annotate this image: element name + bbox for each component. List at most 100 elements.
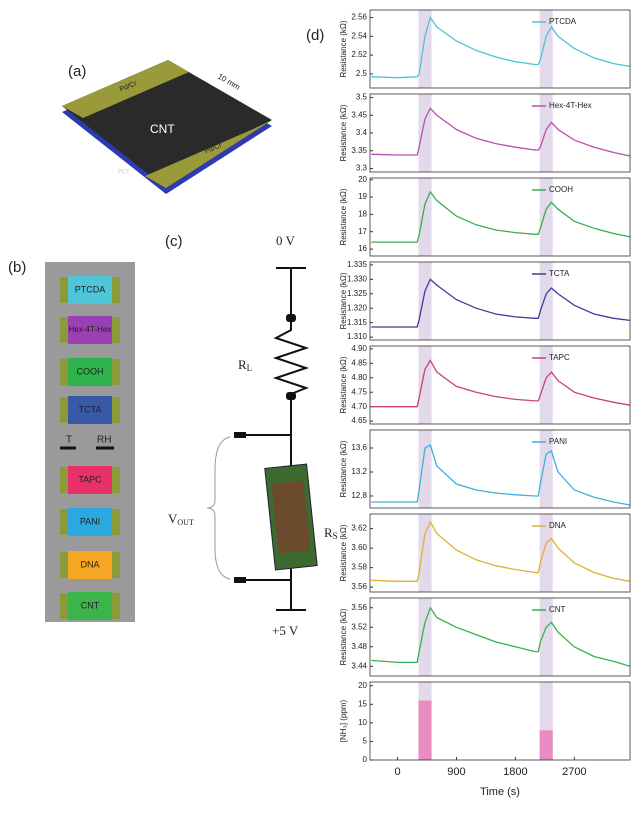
legend-label: TCTA — [549, 269, 570, 278]
sensor-film — [68, 358, 112, 386]
y-tick-label: 5 — [363, 737, 368, 746]
electrode — [145, 120, 272, 188]
sensor-label: DNA — [80, 559, 99, 569]
y-tick-label: 1.335 — [347, 260, 368, 269]
y-tick-label: 13.2 — [351, 467, 367, 476]
sensor-label: COOH — [77, 366, 104, 376]
subscript: S — [333, 531, 338, 541]
plot-frame — [369, 429, 631, 509]
legend-label: DNA — [549, 521, 567, 530]
exposure-band — [539, 94, 553, 172]
plot-frame — [369, 513, 631, 593]
y-tick-label: 3.48 — [351, 642, 367, 651]
y-tick-label: 2.5 — [356, 69, 368, 78]
y-axis-label: Resistance (kΩ) — [339, 440, 348, 497]
y-tick-label: 3.4 — [356, 128, 368, 137]
humidity-label: RH — [97, 435, 111, 446]
electrode — [62, 60, 189, 118]
symbol: R — [238, 357, 247, 372]
y-tick-label: 19 — [358, 192, 367, 201]
y-tick-label: 4.85 — [351, 358, 367, 367]
y-tick-label: 3.58 — [351, 563, 367, 572]
x-tick-label: 1800 — [503, 766, 527, 778]
plot-frame — [369, 345, 631, 425]
sensor-label: Hex-4T-Hex — [69, 325, 112, 334]
y-tick-label: 4.75 — [351, 387, 367, 396]
y-tick-label: 3.62 — [351, 524, 367, 533]
sensor-film — [68, 316, 112, 344]
subplot: 3.3 3.35 3.4 3.45 3.5 Resistance (kΩ) Hex-4T-H… — [339, 93, 631, 173]
circuit — [206, 267, 310, 611]
node — [234, 577, 246, 583]
output-label: VOUT — [168, 511, 194, 527]
sensor-film — [68, 592, 112, 620]
y-tick-label: 2.54 — [351, 31, 367, 40]
legend-label: PTCDA — [549, 17, 577, 26]
y-tick-label: 1.315 — [347, 318, 368, 327]
data-line — [371, 359, 631, 408]
voltage-label: +5 V — [272, 623, 299, 638]
y-tick-label: 10 — [358, 718, 367, 727]
sensor-label: PTCDA — [75, 284, 106, 294]
plot-frame — [369, 681, 631, 761]
sensor-label: CNT — [81, 600, 100, 610]
bar — [418, 700, 432, 760]
sensor-film — [68, 276, 112, 304]
y-axis-label: Resistance (kΩ) — [339, 608, 348, 665]
exposure-band — [539, 430, 553, 508]
sensor-film — [68, 551, 112, 579]
exposure-band — [418, 430, 432, 508]
film-label: CNT — [150, 122, 175, 136]
subscript: OUT — [177, 518, 194, 527]
y-axis-label: Resistance (kΩ) — [339, 356, 348, 413]
y-axis-label: Resistance (kΩ) — [339, 188, 348, 245]
y-tick-label: 3.35 — [351, 146, 367, 155]
legend-label: COOH — [549, 185, 573, 194]
y-tick-label: 3.60 — [351, 543, 367, 552]
panel-label: (c) — [165, 233, 183, 250]
y-tick-label: 1.325 — [347, 289, 368, 298]
y-tick-label: 4.90 — [351, 344, 367, 353]
voltage-label: 0 V — [276, 233, 296, 248]
node — [234, 432, 246, 438]
subplot: 16 17 18 19 20 Resistance (kΩ) COOH — [339, 175, 631, 257]
exposure-band — [418, 598, 432, 676]
y-tick-label: 18 — [358, 210, 367, 219]
y-tick-label: 3.56 — [351, 582, 367, 591]
exposure-band — [539, 262, 553, 340]
y-axis-label: [NH₃] (ppm) — [339, 699, 348, 742]
y-tick-label: 4.65 — [351, 416, 367, 425]
x-tick-label: 2700 — [562, 766, 586, 778]
y-tick-label: 3.56 — [351, 603, 367, 612]
data-line — [371, 444, 631, 506]
sensor-element — [264, 463, 318, 571]
plot-frame — [369, 9, 631, 89]
sensor-list: PTCDA Hex-4T-Hex COOH TCTA TAPC PANI DNA CNT — [60, 276, 120, 620]
y-tick-label: 20 — [358, 681, 367, 690]
subscript: L — [247, 363, 253, 373]
data-line — [371, 278, 631, 328]
dimension-line — [177, 63, 259, 111]
exposure-band — [418, 10, 432, 88]
y-axis-label: Resistance (kΩ) — [339, 524, 348, 581]
node — [286, 392, 296, 400]
exposure-band — [418, 262, 432, 340]
exposure-band — [539, 514, 553, 592]
y-tick-label: 1.330 — [347, 274, 368, 283]
substrate-label: PET — [118, 170, 130, 176]
data-line — [371, 606, 631, 667]
symbol: V — [168, 511, 178, 526]
exposure-band — [418, 178, 432, 256]
data-line — [371, 190, 631, 243]
symbol: R — [324, 525, 333, 540]
exposure-band — [418, 94, 432, 172]
node — [286, 314, 296, 322]
exposure-band — [539, 598, 553, 676]
sensor-label: PANI — [80, 516, 100, 526]
y-axis-label: Resistance (kΩ) — [339, 20, 348, 77]
y-tick-label: 13.6 — [351, 443, 367, 452]
